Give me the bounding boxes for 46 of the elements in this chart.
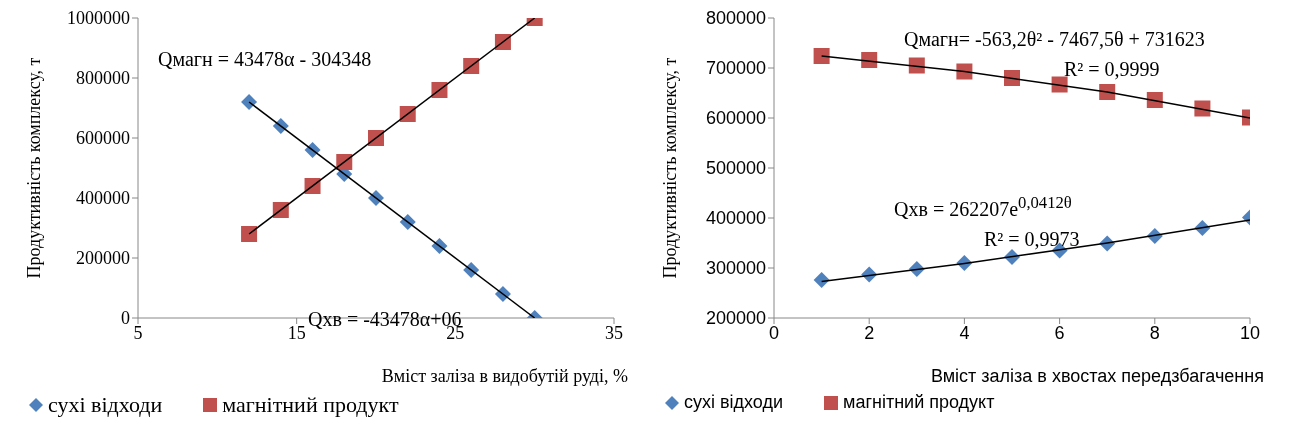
x-tick-label: 10	[1239, 322, 1261, 343]
x-tick-label: 2	[864, 322, 875, 343]
point	[1051, 76, 1068, 93]
point	[813, 48, 830, 64]
point	[908, 57, 925, 74]
x-tick-label: 6	[1054, 322, 1065, 343]
annotation: Qмагн= -563,2θ² - 7467,5θ + 731623	[904, 28, 1205, 51]
y-tick-label: 600000	[76, 128, 130, 149]
y-tick-label: 200000	[705, 308, 766, 329]
point	[1194, 100, 1211, 117]
x-tick-label: 15	[287, 322, 306, 343]
y-tick-label: 800000	[76, 68, 130, 89]
x-tick-label: 4	[959, 322, 970, 343]
point	[1146, 92, 1163, 108]
x-axis-title: Вміст заліза в видобутій руді, %	[381, 366, 628, 386]
y-axis-title: Продуктивність комплексу, т	[659, 56, 681, 281]
y-tick-label: 800000	[705, 8, 766, 29]
point	[861, 52, 878, 68]
annotation: R² = 0,9973	[984, 228, 1080, 251]
y-tick-label: 1000000	[67, 8, 130, 29]
point	[1004, 70, 1020, 86]
y-tick-label: 400000	[76, 188, 130, 209]
y-tick-label: 300000	[705, 258, 766, 279]
x-tick-label: 35	[605, 322, 623, 343]
x-tick-label: 0	[768, 322, 780, 343]
y-tick-label: 0	[121, 308, 130, 329]
y-tick-label: 500000	[705, 158, 766, 179]
point	[813, 272, 830, 288]
x-axis-title: Вміст заліза в хвостах передзбагачення	[930, 366, 1264, 386]
y-tick-label: 600000	[705, 108, 766, 129]
point	[241, 226, 258, 242]
y-tick-label: 200000	[76, 248, 130, 269]
y-tick-label: 700000	[705, 58, 766, 79]
legend-label: сухі відходи	[683, 392, 784, 413]
annotation: Qхв = 262207e$^{0,0412θ}$	[894, 193, 1072, 221]
y-axis-title: Продуктивність комплексу, т	[23, 56, 45, 281]
x-tick-label: 5	[133, 322, 143, 343]
x-tick-label: 8	[1149, 322, 1160, 343]
annotation: R² = 0,9999	[1064, 58, 1160, 81]
point	[241, 94, 258, 110]
legend-label: сухі відходи	[47, 392, 163, 418]
legend-label: магнітний продукт	[221, 392, 399, 418]
y-tick-label: 400000	[705, 208, 766, 229]
point	[956, 63, 973, 80]
annotation: Qмагн = 43478α - 304348	[158, 48, 372, 71]
legend-label: магнітний продукт	[842, 392, 995, 413]
